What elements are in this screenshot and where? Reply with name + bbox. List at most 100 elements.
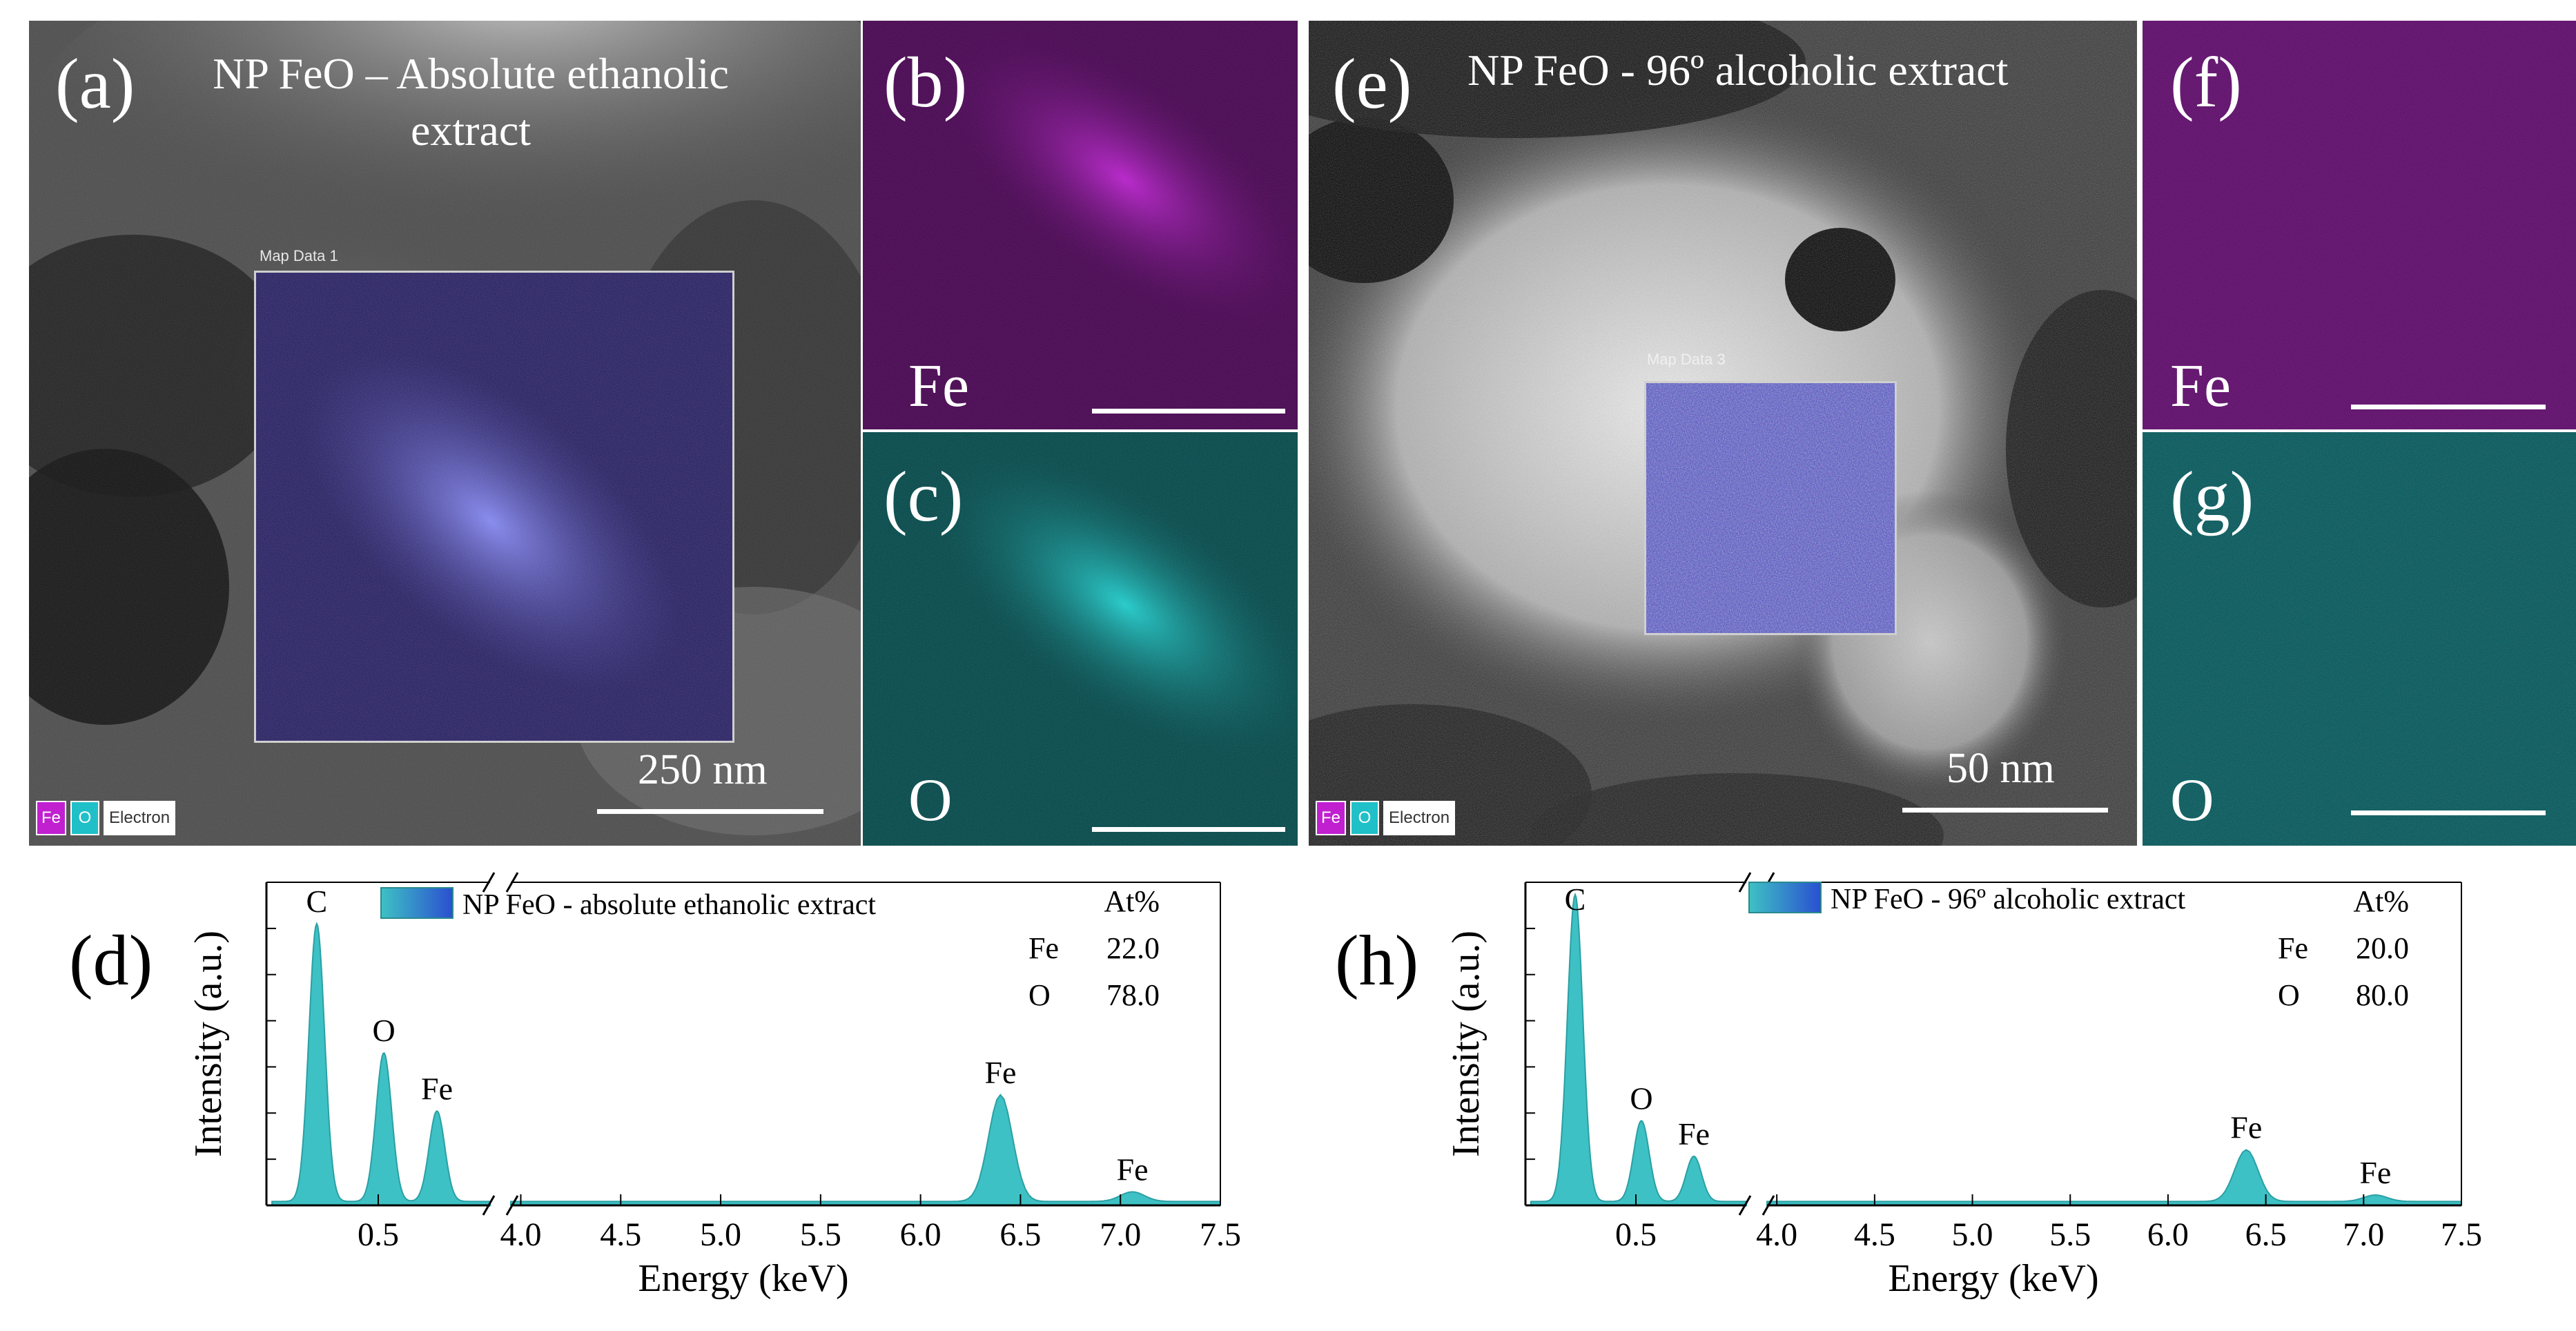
peak-label: C (1565, 882, 1586, 917)
legend-fe: Fe (36, 801, 67, 835)
spectrum-area-low (1530, 892, 1747, 1206)
panel-title-e: NP FeO - 96º alcoholic extract (1467, 46, 2009, 95)
x-tick-label: 5.0 (700, 1216, 741, 1253)
composition-value: 20.0 (2356, 931, 2409, 965)
map-overlay-image-e (1646, 383, 1895, 633)
spectrum-area-low (271, 922, 491, 1206)
scale-bar-e (1902, 808, 2108, 813)
panel-label-c: (c) (884, 457, 964, 536)
x-tick-label: 7.0 (2343, 1216, 2384, 1253)
panel-b-fe-map: (b) Fe (863, 21, 1298, 429)
break-slash (505, 1195, 519, 1216)
x-tick-label: 7.0 (1100, 1216, 1141, 1253)
element-label-b: Fe (908, 353, 969, 420)
eds-spectrum-h: 0.5 4.0 4.5 5.0 5.5 6.0 6.5 7.0 7.5 Energy (keV) I… (1335, 872, 2482, 1300)
legend-o: O (1350, 801, 1380, 835)
break-slash (505, 872, 519, 893)
composition-value: 22.0 (1106, 931, 1160, 965)
fe-map-image-f (2143, 21, 2576, 429)
o-map-image-c (863, 432, 1298, 846)
legend-text: NP FeO - absolute ethanolic extract (462, 889, 876, 921)
x-tick-label: 4.0 (1756, 1216, 1797, 1253)
fe-map-image-b (863, 21, 1298, 429)
element-label-g: O (2170, 767, 2214, 834)
legend-o: O (70, 801, 100, 835)
composition-table: At% Fe 22.0 O 78.0 (1028, 884, 1160, 1012)
composition-table: At% Fe 20.0 O 80.0 (2278, 884, 2409, 1012)
x-axis-label: Energy (keV) (1888, 1257, 2098, 1300)
peak-label: Fe (984, 1055, 1016, 1090)
x-axis-label: Energy (keV) (638, 1257, 848, 1300)
legend-a: Fe O Electron (36, 801, 176, 835)
x-tick-label: 0.5 (1615, 1216, 1657, 1253)
legend-text: NP FeO - 96º alcoholic extract (1831, 884, 2185, 915)
composition-header: At% (2353, 884, 2409, 918)
scale-bar-a (597, 809, 823, 814)
break-slash (482, 872, 496, 893)
peak-label: Fe (2230, 1109, 2262, 1145)
scale-label-a: 250 nm (638, 746, 768, 793)
element-label-c: O (908, 767, 953, 834)
peak-label: O (1630, 1080, 1652, 1116)
axis-break-bottom (482, 1195, 519, 1216)
legend-electron: Electron (1383, 801, 1456, 835)
legend-swatch (380, 887, 453, 919)
x-tick-label: 6.5 (2245, 1216, 2287, 1253)
x-tick-label: 5.5 (800, 1216, 841, 1253)
break-slash (1738, 1195, 1752, 1216)
composition-element: O (2278, 978, 2300, 1012)
panel-label-e: (e) (1332, 44, 1412, 124)
composition-value: 80.0 (2356, 978, 2409, 1012)
axis-break-bottom (1738, 1195, 1775, 1216)
eds-spectrum-d: 0.5 4.0 4.5 5.0 5.5 6.0 6.5 7.0 7.5 Energy (keV) I… (69, 872, 1241, 1300)
x-tick-label: 5.5 (2049, 1216, 2091, 1253)
scale-label-e: 50 nm (1946, 745, 2055, 792)
x-tick-label: 7.5 (1200, 1216, 1241, 1253)
o-map-image-g (2143, 432, 2576, 846)
panel-label: (d) (69, 921, 153, 1000)
panel-label-f: (f) (2170, 43, 2242, 122)
y-axis-label: Intensity (a.u.) (1445, 931, 1487, 1157)
legend-swatch (1748, 882, 1822, 913)
map-title-e: Map Data 3 (1647, 351, 1726, 368)
panel-e-haadf-image: (e) NP FeO - 96º alcoholic extract Map D… (1309, 21, 2137, 846)
map-overlay-image-a (256, 273, 732, 741)
chart-legend: NP FeO - absolute ethanolic extract (380, 887, 876, 921)
break-slash (482, 1195, 496, 1216)
panel-label-b: (b) (884, 43, 968, 122)
composition-element: Fe (2278, 931, 2308, 965)
spectrum-area-high (510, 1094, 1221, 1206)
peak-label: Fe (421, 1071, 453, 1106)
map-title-a: Map Data 1 (260, 247, 338, 264)
x-tick-label: 7.5 (2441, 1216, 2482, 1253)
peak-label: C (306, 884, 328, 919)
x-tick-label: 5.0 (1952, 1216, 1993, 1253)
break-slash (1738, 872, 1752, 893)
panel-label: (h) (1335, 921, 1418, 1000)
scale-bar-f (2351, 405, 2546, 409)
panel-f-fe-map: (f) Fe (2143, 21, 2576, 429)
panel-g-o-map: (g) O (2143, 432, 2576, 846)
composition-element: Fe (1028, 931, 1059, 965)
composition-header: At% (1104, 884, 1160, 918)
panel-c-o-map: (c) O (863, 432, 1298, 846)
x-tick-label: 6.0 (2147, 1216, 2189, 1253)
x-tick-label: 6.0 (900, 1216, 941, 1253)
break-slash (1762, 1195, 1775, 1216)
x-tick-label: 4.0 (500, 1216, 541, 1253)
panel-title-a: NP FeO – Absolute ethanolic extract (213, 49, 729, 155)
map-overlay-e (1644, 381, 1897, 635)
legend-fe: Fe (1316, 801, 1347, 835)
composition-value: 78.0 (1106, 978, 1160, 1012)
chart-legend: NP FeO - 96º alcoholic extract (1748, 882, 2185, 915)
y-axis-label: Intensity (a.u.) (187, 931, 230, 1157)
x-tick-label: 4.5 (600, 1216, 641, 1253)
legend-e: Fe O Electron (1316, 801, 1456, 835)
x-tick-label: 6.5 (999, 1216, 1041, 1253)
panel-label-g: (g) (2170, 457, 2254, 536)
map-overlay-a (254, 271, 734, 743)
peak-label: O (372, 1013, 395, 1048)
peak-label: Fe (2359, 1155, 2391, 1190)
x-tick-label: 0.5 (358, 1216, 399, 1253)
scale-bar-c (1092, 827, 1285, 832)
